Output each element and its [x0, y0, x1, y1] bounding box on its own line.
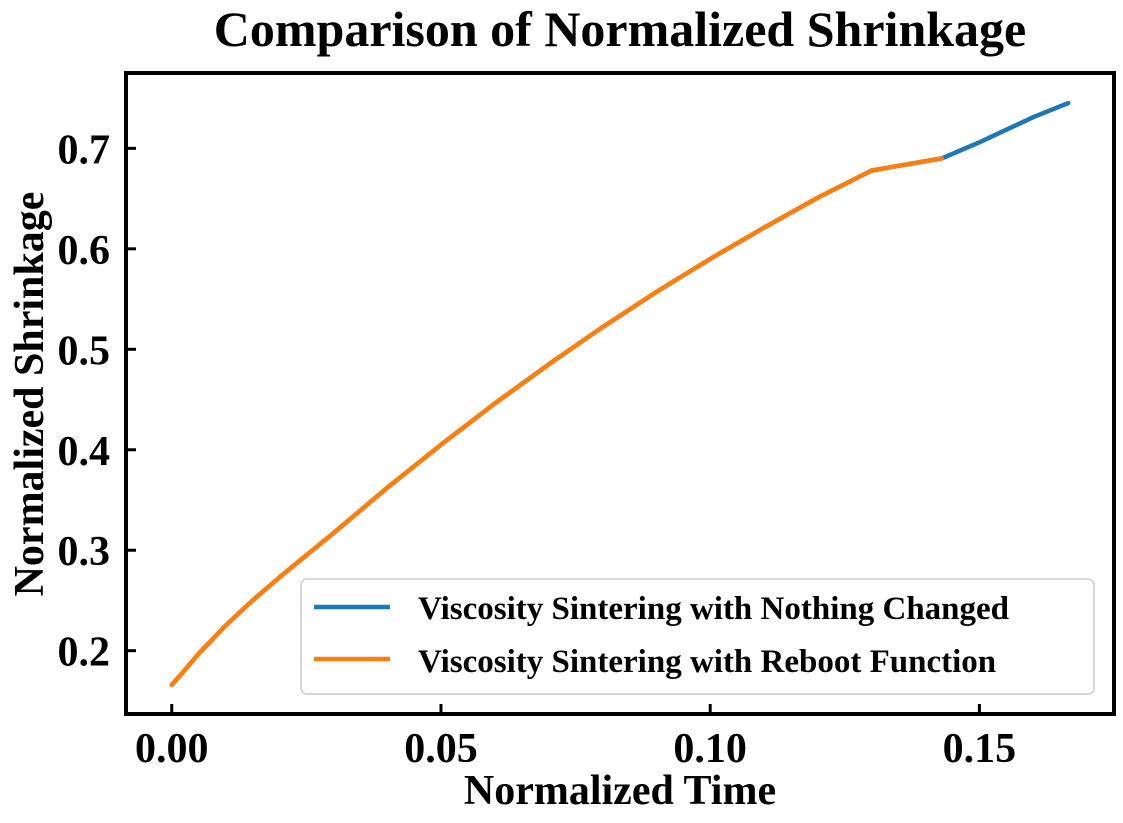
y-tick-label: 0.4: [58, 429, 111, 475]
y-axis-label: Normalized Shrinkage: [7, 192, 53, 597]
x-axis-label: Normalized Time: [464, 768, 776, 814]
plot-area-frame: [124, 71, 1116, 716]
series-lines: [169, 100, 1071, 688]
x-axis-ticks: 0.00 0.05 0.10 0.15: [135, 704, 1016, 772]
legend-box: [300, 578, 1095, 695]
legend-label-nothing-changed: Viscosity Sintering with Nothing Changed: [418, 591, 1009, 627]
y-axis-ticks: 0.2 0.3 0.4 0.5 0.6 0.7: [58, 127, 136, 676]
y-tick-label: 0.6: [58, 228, 111, 274]
x-tick-label: 0.00: [135, 726, 209, 772]
chart-title: Comparison of Normalized Shrinkage: [214, 1, 1027, 57]
series-line-reboot-function: [169, 156, 944, 688]
y-tick-label: 0.5: [58, 328, 111, 374]
x-tick-label: 0.10: [673, 726, 747, 772]
x-tick-label: 0.05: [404, 726, 478, 772]
legend: Viscosity Sintering with Nothing Changed…: [300, 578, 1095, 695]
y-tick-label: 0.7: [58, 127, 111, 173]
x-tick-label: 0.15: [943, 726, 1017, 772]
y-tick-label: 0.2: [58, 630, 111, 676]
y-tick-label: 0.3: [58, 529, 111, 575]
legend-label-reboot-function: Viscosity Sintering with Reboot Function: [418, 644, 996, 680]
